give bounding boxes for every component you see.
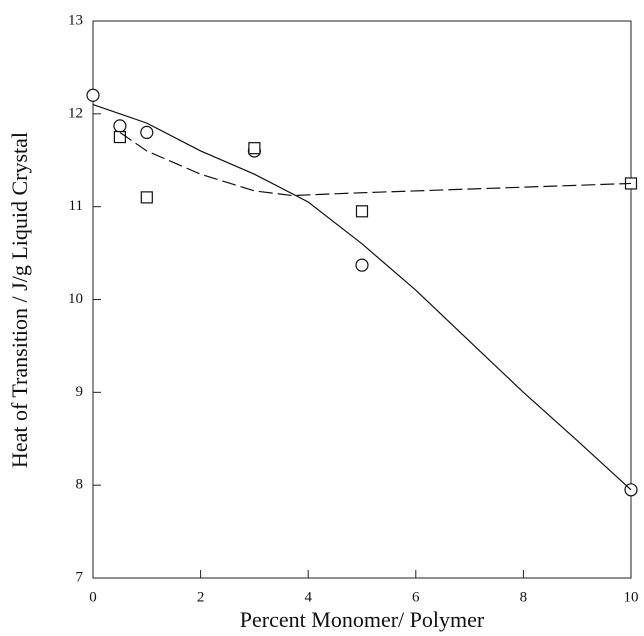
square-marker xyxy=(140,191,153,204)
x-tick-label: 2 xyxy=(197,589,205,605)
y-tick-label: 13 xyxy=(68,12,83,28)
fit-line xyxy=(119,131,632,197)
fit-line xyxy=(92,103,632,491)
square-marker xyxy=(355,205,369,218)
y-tick-label: 10 xyxy=(68,291,83,307)
y-tick-label: 9 xyxy=(76,384,84,400)
circle-marker xyxy=(86,88,100,102)
y-axis-title: Heat of Transition / J/g Liquid Crystal xyxy=(7,132,32,468)
circle-marker xyxy=(140,125,154,139)
plot-frame xyxy=(92,20,632,579)
y-tick-label: 8 xyxy=(76,477,84,493)
x-tick-label: 0 xyxy=(89,589,97,605)
x-tick-label: 8 xyxy=(520,589,528,605)
square-marker xyxy=(113,130,127,144)
y-tick-label: 12 xyxy=(68,105,83,121)
square-marker xyxy=(248,142,261,155)
x-tick-label: 4 xyxy=(304,589,312,605)
x-tick-label: 6 xyxy=(412,589,420,605)
circle-marker xyxy=(113,119,127,133)
circle-marker xyxy=(355,258,369,272)
y-tick-label: 7 xyxy=(76,569,84,585)
x-tick-label: 10 xyxy=(624,589,639,605)
x-axis-title: Percent Monomer/ Polymer xyxy=(240,607,485,632)
y-tick-label: 11 xyxy=(69,198,83,214)
